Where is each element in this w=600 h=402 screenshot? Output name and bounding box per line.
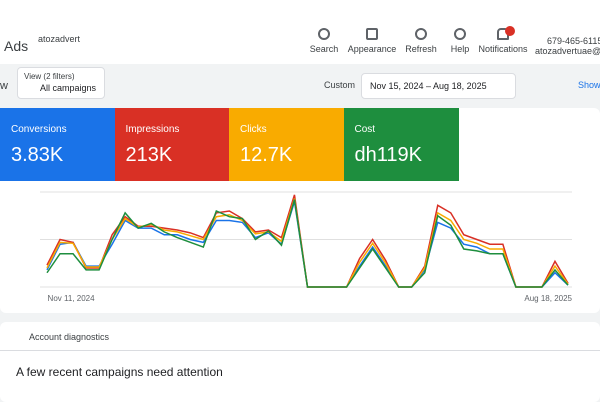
appearance-icon xyxy=(366,28,378,40)
view-label: View (2 filters) xyxy=(24,72,75,81)
chart: Nov 11, 2024 Aug 18, 2025 xyxy=(40,191,573,303)
show-button[interactable]: Show xyxy=(578,80,600,90)
view-selector[interactable]: View (2 filters) All campaigns xyxy=(17,67,105,99)
metric-tile[interactable]: Clicks 12.7K xyxy=(229,108,344,181)
metric-tile[interactable]: Conversions 3.83K xyxy=(0,108,115,181)
refresh-icon xyxy=(415,28,427,40)
action[interactable]: Help xyxy=(450,44,470,54)
help-icon xyxy=(454,28,466,40)
email[interactable]: atozadvertuae@ xyxy=(535,46,600,56)
metric-name: Cost xyxy=(354,124,376,135)
top-bar: Ads atozadvert Search Appearance Refresh… xyxy=(0,0,600,64)
page-title: w xyxy=(0,80,8,92)
date-range: Nov 15, 2024 – Aug 18, 2025 xyxy=(370,81,487,91)
metric-name: Conversions xyxy=(11,124,67,135)
metric-value: 3.83K xyxy=(11,144,64,166)
metric-value: dh119K xyxy=(354,144,422,166)
product-name: Ads xyxy=(4,38,29,54)
metric-tile[interactable]: Impressions 213K xyxy=(114,108,230,181)
action[interactable]: Appearance xyxy=(347,44,397,54)
x-tick-label: Nov 11, 2024 xyxy=(48,294,96,303)
search-icon xyxy=(318,28,330,40)
metric-value: 213K xyxy=(125,144,173,166)
action[interactable]: Search xyxy=(309,44,339,54)
customer-id: 679-465-6115 xyxy=(547,36,600,46)
range-type: Custom xyxy=(324,80,356,90)
x-tick-label: Aug 18, 2025 xyxy=(524,294,572,303)
badge xyxy=(505,26,515,36)
divider xyxy=(0,350,600,351)
series-line xyxy=(46,199,569,288)
metric-tile[interactable]: Cost dh119K xyxy=(343,108,459,181)
metric-name: Clicks xyxy=(240,124,267,135)
diagnostics-message: A few recent campaigns need attention xyxy=(16,365,223,379)
date-picker[interactable]: Nov 15, 2024 – Aug 18, 2025 xyxy=(361,73,516,99)
series-line xyxy=(46,194,569,288)
action[interactable]: Notifications xyxy=(478,44,528,54)
diagnostics-card: Account diagnostics A few recent campaig… xyxy=(0,322,600,402)
metric-value: 12.7K xyxy=(240,144,293,166)
account-switcher[interactable]: atozadvert xyxy=(38,34,81,44)
metric-name: Impressions xyxy=(125,124,180,135)
view-value: All campaigns xyxy=(40,83,97,93)
action[interactable]: Refresh xyxy=(405,44,437,54)
diagnostics-title: Account diagnostics xyxy=(29,332,110,342)
